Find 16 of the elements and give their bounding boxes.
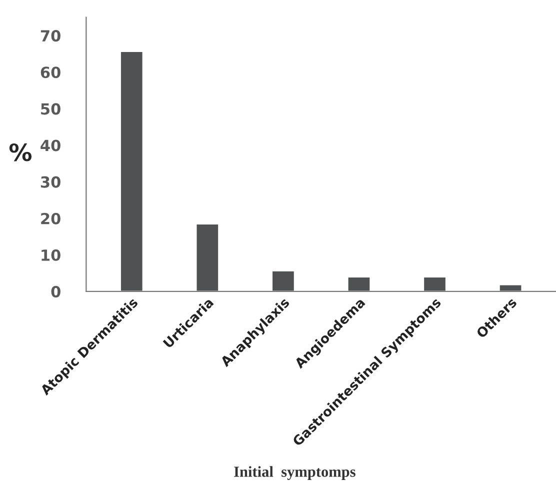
y-tick-label: 10 bbox=[42, 249, 60, 261]
y-tick-label: 50 bbox=[41, 103, 60, 115]
y-tick-label: 70 bbox=[40, 30, 60, 42]
bar bbox=[195, 223, 220, 292]
y-tick-label: 20 bbox=[41, 212, 60, 224]
x-axis-title: Initial symptomps bbox=[234, 466, 356, 480]
y-axis-title: % bbox=[9, 143, 32, 162]
y-tick-label: 0 bbox=[51, 286, 60, 298]
y-tick-label: 60 bbox=[40, 66, 60, 78]
bar bbox=[498, 284, 523, 292]
bar bbox=[422, 276, 447, 292]
bar bbox=[271, 270, 296, 292]
bar bbox=[120, 50, 144, 292]
y-tick-label: 40 bbox=[40, 140, 60, 152]
bar bbox=[346, 276, 372, 292]
y-tick-label: 30 bbox=[40, 176, 60, 188]
